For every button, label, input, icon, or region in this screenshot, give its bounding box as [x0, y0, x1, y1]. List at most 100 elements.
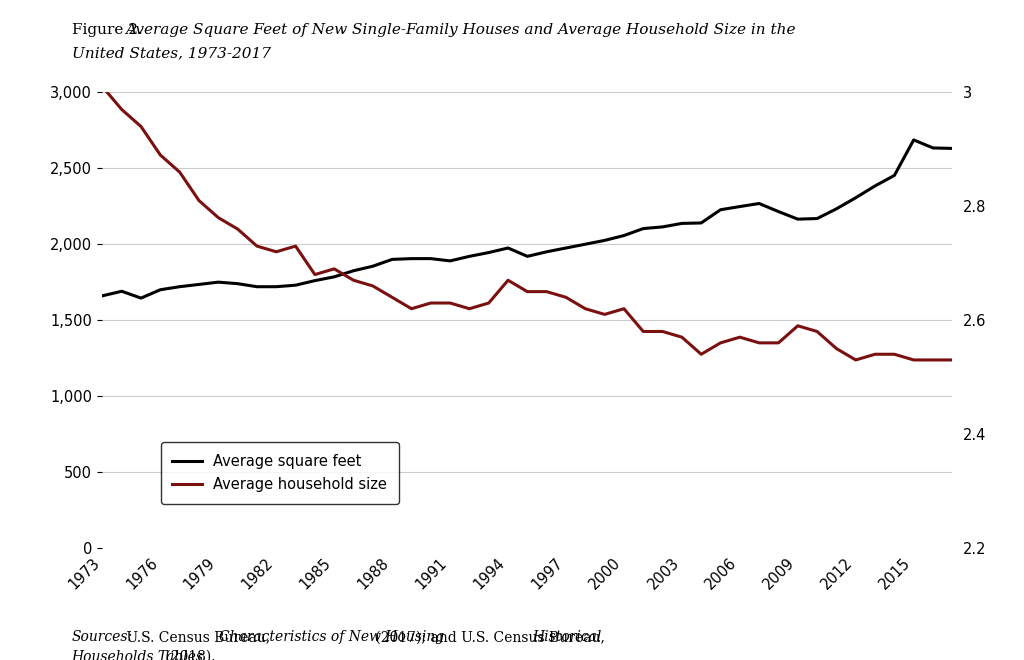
Average household size [715, 339, 727, 346]
Average household size [656, 327, 669, 335]
Average square feet [463, 252, 475, 260]
Average square feet [656, 223, 669, 231]
Average household size [502, 277, 514, 284]
Average square feet [155, 286, 167, 294]
Average square feet [946, 145, 958, 152]
Average household size [792, 322, 804, 330]
Average household size [811, 327, 823, 335]
Text: Sources:: Sources: [72, 630, 133, 644]
Average household size [308, 271, 321, 279]
Average household size [772, 339, 784, 346]
Average square feet [541, 248, 553, 255]
Text: U.S. Census Bureau,: U.S. Census Bureau, [122, 630, 274, 644]
Average square feet [502, 244, 514, 252]
Average square feet [406, 255, 418, 263]
Average household size [367, 282, 379, 290]
Average household size [212, 214, 224, 222]
Average household size [116, 106, 128, 114]
Average square feet [328, 273, 340, 280]
Average household size [580, 305, 592, 313]
Average household size [521, 288, 534, 296]
Average household size [173, 168, 185, 176]
Text: Average Square Feet of New Single-Family Houses and Average Household Size in th: Average Square Feet of New Single-Family… [125, 23, 796, 37]
Average square feet [251, 282, 263, 290]
Average household size [753, 339, 765, 346]
Average square feet [792, 215, 804, 223]
Average household size [270, 248, 283, 255]
Average square feet [270, 282, 283, 290]
Average household size [135, 123, 147, 131]
Average household size [251, 242, 263, 250]
Average household size [482, 299, 495, 307]
Average square feet [290, 281, 302, 289]
Average household size [888, 350, 900, 358]
Average household size [406, 305, 418, 313]
Text: (2017); and U.S. Census Bureau,: (2017); and U.S. Census Bureau, [371, 630, 609, 644]
Average household size [695, 350, 708, 358]
Average square feet [347, 267, 359, 275]
Average household size [598, 310, 610, 318]
Average household size [444, 299, 457, 307]
Average household size [830, 345, 843, 352]
Average square feet [173, 282, 185, 290]
Average household size [463, 305, 475, 313]
Line: Average square feet: Average square feet [102, 140, 952, 298]
Average household size [617, 305, 630, 313]
Average household size [231, 225, 244, 233]
Average square feet [598, 236, 610, 244]
Text: Figure 2.: Figure 2. [72, 23, 147, 37]
Text: (2018).: (2018). [161, 650, 215, 660]
Average square feet [676, 219, 688, 227]
Average square feet [753, 199, 765, 207]
Average household size [193, 197, 205, 205]
Average square feet [425, 255, 437, 263]
Average square feet [715, 206, 727, 214]
Average square feet [734, 203, 746, 211]
Line: Average household size: Average household size [102, 86, 952, 360]
Average square feet [135, 294, 147, 302]
Text: Households Tables: Households Tables [72, 650, 204, 660]
Average square feet [695, 219, 708, 227]
Text: Historical: Historical [532, 630, 602, 644]
Average square feet [850, 194, 862, 202]
Average square feet [869, 182, 882, 190]
Average square feet [830, 205, 843, 213]
Average square feet [367, 262, 379, 270]
Average square feet [637, 224, 649, 232]
Average square feet [888, 172, 900, 180]
Average household size [155, 151, 167, 159]
Average household size [290, 242, 302, 250]
Average household size [946, 356, 958, 364]
Average household size [386, 293, 398, 301]
Average square feet [116, 287, 128, 295]
Average household size [560, 293, 572, 301]
Average square feet [231, 280, 244, 288]
Average household size [927, 356, 939, 364]
Average household size [96, 82, 109, 90]
Average square feet [308, 277, 321, 284]
Average square feet [927, 144, 939, 152]
Average household size [907, 356, 920, 364]
Average household size [869, 350, 882, 358]
Average square feet [772, 208, 784, 216]
Average square feet [444, 257, 457, 265]
Text: Characteristics of New Housing: Characteristics of New Housing [219, 630, 444, 644]
Average household size [734, 333, 746, 341]
Average square feet [560, 244, 572, 252]
Average square feet [193, 280, 205, 288]
Average household size [541, 288, 553, 296]
Average household size [676, 333, 688, 341]
Legend: Average square feet, Average household size: Average square feet, Average household s… [161, 442, 398, 504]
Average household size [425, 299, 437, 307]
Average square feet [811, 214, 823, 222]
Average square feet [212, 279, 224, 286]
Average square feet [907, 136, 920, 144]
Average square feet [521, 252, 534, 260]
Average square feet [386, 255, 398, 263]
Average square feet [617, 232, 630, 240]
Average square feet [96, 292, 109, 300]
Average household size [328, 265, 340, 273]
Average square feet [482, 249, 495, 257]
Average household size [637, 327, 649, 335]
Average household size [347, 277, 359, 284]
